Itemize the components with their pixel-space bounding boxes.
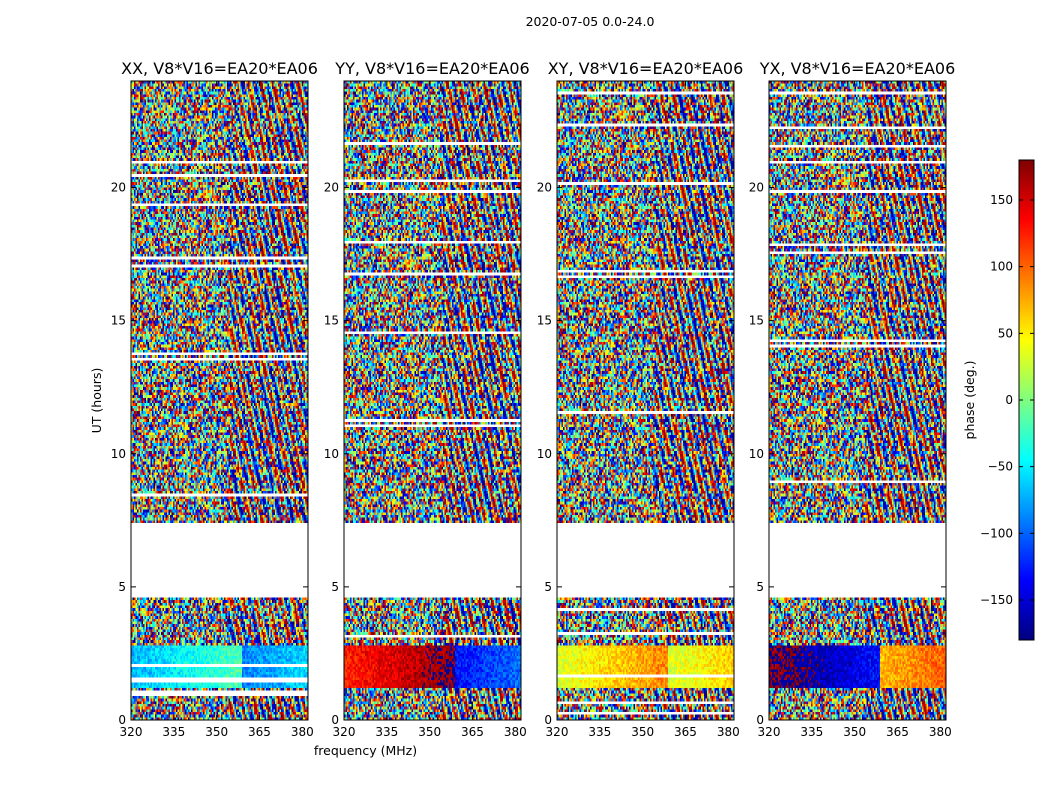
phase-heatmap	[769, 81, 946, 720]
y-tick-label: 5	[331, 580, 339, 594]
axes-frame	[130, 80, 309, 721]
x-tick-label: 365	[461, 725, 484, 739]
y-tick-label: 5	[118, 580, 126, 594]
y-tick-label: 20	[749, 181, 764, 195]
y-tick-label: 10	[749, 447, 764, 461]
panel-xy: XY, V8*V16=EA20*EA06 320 335 350 365 380 0 5 10 1…	[537, 59, 744, 739]
x-tick-label: 380	[291, 725, 314, 739]
panel-title: XX, V8*V16=EA20*EA06	[121, 59, 318, 78]
colorbar-tick-label: 150	[990, 193, 1013, 207]
y-tick-label: 10	[324, 447, 339, 461]
colorbar-label: phase (deg.)	[962, 361, 977, 440]
panel-yy: YY, V8*V16=EA20*EA06 320 335 350 365 380 0 5 10 1…	[314, 59, 530, 758]
y-tick-label: 0	[544, 713, 552, 727]
y-tick-label: 0	[331, 713, 339, 727]
x-axis-label: frequency (MHz)	[314, 743, 417, 758]
y-tick-label: 10	[111, 447, 126, 461]
panel-title: YX, V8*V16=EA20*EA06	[759, 59, 956, 78]
suptitle: 2020-07-05 0.0-24.0	[525, 14, 655, 29]
colorbar-tick-label: −150	[980, 593, 1013, 607]
panel-title: XY, V8*V16=EA20*EA06	[548, 59, 744, 78]
y-tick-label: 0	[756, 713, 764, 727]
x-tick-label: 335	[375, 725, 398, 739]
x-tick-label: 365	[248, 725, 271, 739]
panel-xx: XX, V8*V16=EA20*EA06 320 335 350 365 380 0 5 10 1…	[89, 59, 318, 739]
x-tick-label: 335	[162, 725, 185, 739]
x-tick-label: 320	[758, 725, 781, 739]
y-tick-label: 5	[544, 580, 552, 594]
panel-title: YY, V8*V16=EA20*EA06	[334, 59, 529, 78]
x-tick-label: 380	[717, 725, 740, 739]
x-tick-label: 365	[674, 725, 697, 739]
axes-frame	[556, 80, 735, 721]
x-tick-label: 320	[120, 725, 143, 739]
y-tick-label: 15	[537, 314, 552, 328]
panel-yx: YX, V8*V16=EA20*EA06 320 335 350 365 380 0 5 10 1…	[749, 59, 956, 739]
y-tick-label: 5	[756, 580, 764, 594]
y-tick-label: 10	[537, 447, 552, 461]
y-tick-label: 0	[118, 713, 126, 727]
y-tick-label: 15	[324, 314, 339, 328]
x-tick-label: 365	[886, 725, 909, 739]
x-tick-label: 350	[418, 725, 441, 739]
x-tick-label: 320	[333, 725, 356, 739]
axes-frame	[343, 80, 522, 721]
x-tick-label: 320	[546, 725, 569, 739]
colorbar-tick-label: 50	[998, 326, 1013, 340]
x-tick-label: 380	[504, 725, 527, 739]
y-tick-label: 20	[111, 181, 126, 195]
x-tick-label: 380	[929, 725, 952, 739]
x-tick-label: 335	[588, 725, 611, 739]
axes-frame	[768, 80, 947, 721]
phase-heatmap	[557, 81, 734, 720]
colorbar-tick-label: 100	[990, 260, 1013, 274]
y-axis-label: UT (hours)	[89, 368, 104, 434]
x-tick-label: 350	[205, 725, 228, 739]
x-tick-label: 350	[631, 725, 654, 739]
colorbar-tick-label: −50	[988, 460, 1013, 474]
x-tick-label: 350	[843, 725, 866, 739]
phase-heatmap	[131, 81, 308, 720]
y-tick-label: 20	[324, 181, 339, 195]
x-tick-label: 335	[800, 725, 823, 739]
colorbar-tick-label: 0	[1005, 393, 1013, 407]
y-tick-label: 15	[749, 314, 764, 328]
colorbar: 150 100 50 0 −50 −100 −150 phase (deg.)	[962, 159, 1035, 641]
colorbar-tick-label: −100	[980, 526, 1013, 540]
y-tick-label: 20	[537, 181, 552, 195]
phase-heatmap	[344, 81, 521, 720]
y-tick-label: 15	[111, 314, 126, 328]
